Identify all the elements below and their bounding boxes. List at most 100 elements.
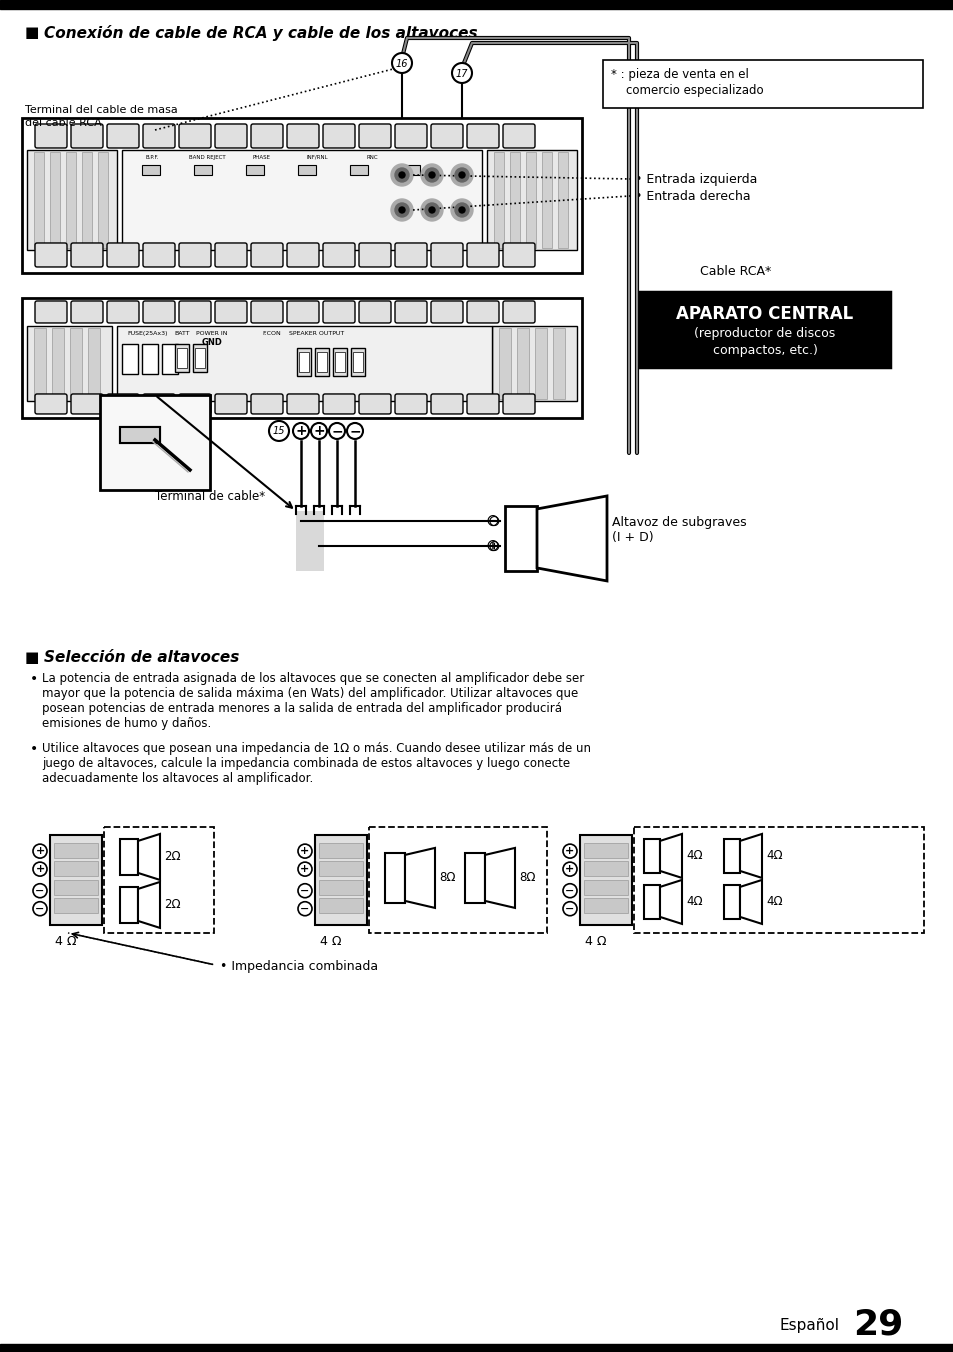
FancyBboxPatch shape xyxy=(143,243,174,266)
Bar xyxy=(498,329,511,399)
FancyBboxPatch shape xyxy=(71,393,103,414)
Circle shape xyxy=(451,164,473,187)
Bar xyxy=(297,165,315,174)
Text: ⊖: ⊖ xyxy=(484,512,498,530)
Bar xyxy=(316,352,327,372)
Bar xyxy=(510,151,519,247)
Text: Español: Español xyxy=(780,1318,840,1333)
Bar xyxy=(34,151,44,247)
FancyBboxPatch shape xyxy=(179,124,211,147)
Text: * : pieza de venta en el: * : pieza de venta en el xyxy=(610,68,748,81)
Bar xyxy=(52,329,64,399)
Text: Altavoz de subgraves: Altavoz de subgraves xyxy=(612,516,746,529)
FancyBboxPatch shape xyxy=(323,124,355,147)
Bar xyxy=(98,151,108,247)
Circle shape xyxy=(424,203,438,216)
Text: 4 Ω: 4 Ω xyxy=(55,936,76,948)
Bar xyxy=(318,880,363,895)
Text: −: − xyxy=(35,903,45,914)
Text: ⊖: ⊖ xyxy=(487,514,499,529)
Bar xyxy=(193,165,212,174)
Text: +: + xyxy=(35,846,45,856)
FancyBboxPatch shape xyxy=(214,393,247,414)
Circle shape xyxy=(347,423,363,439)
Circle shape xyxy=(293,423,309,439)
FancyBboxPatch shape xyxy=(251,301,283,323)
Text: La potencia de entrada asignada de los altavoces que se conecten al amplificador: La potencia de entrada asignada de los a… xyxy=(42,672,583,685)
FancyBboxPatch shape xyxy=(251,393,283,414)
Bar xyxy=(122,343,138,375)
Text: 16: 16 xyxy=(395,59,408,69)
Text: SPEAKER OUTPUT: SPEAKER OUTPUT xyxy=(289,331,344,335)
Text: 29: 29 xyxy=(852,1307,902,1343)
Bar xyxy=(517,329,529,399)
Polygon shape xyxy=(405,848,435,909)
Bar xyxy=(34,329,46,399)
FancyBboxPatch shape xyxy=(214,301,247,323)
Text: mayor que la potencia de salida máxima (en Wats) del amplificador. Utilizar alta: mayor que la potencia de salida máxima (… xyxy=(42,687,578,700)
Text: 4Ω: 4Ω xyxy=(685,895,702,909)
Bar xyxy=(318,861,363,876)
FancyBboxPatch shape xyxy=(214,243,247,266)
FancyBboxPatch shape xyxy=(35,124,67,147)
Circle shape xyxy=(458,207,464,214)
Bar xyxy=(525,151,536,247)
Polygon shape xyxy=(138,882,160,927)
Circle shape xyxy=(398,207,405,214)
Text: −: − xyxy=(565,903,574,914)
FancyBboxPatch shape xyxy=(143,301,174,323)
Bar xyxy=(27,326,112,402)
FancyBboxPatch shape xyxy=(431,124,462,147)
Bar xyxy=(486,150,577,250)
Bar xyxy=(122,150,481,250)
Text: GND: GND xyxy=(201,338,222,347)
Bar xyxy=(120,887,138,923)
Text: 2Ω: 2Ω xyxy=(164,899,180,911)
Circle shape xyxy=(458,172,464,178)
Bar xyxy=(70,329,82,399)
Bar xyxy=(54,842,98,859)
FancyBboxPatch shape xyxy=(107,301,139,323)
FancyBboxPatch shape xyxy=(35,243,67,266)
Text: 4 Ω: 4 Ω xyxy=(319,936,341,948)
FancyBboxPatch shape xyxy=(323,243,355,266)
Text: posean potencias de entrada menores a la salida de entrada del amplificador prod: posean potencias de entrada menores a la… xyxy=(42,702,561,715)
Text: 4Ω: 4Ω xyxy=(765,849,781,863)
Bar xyxy=(553,329,564,399)
Circle shape xyxy=(424,168,438,183)
Text: Utilice altavoces que posean una impedancia de 1Ω o más. Cuando desee utilizar m: Utilice altavoces que posean una impedan… xyxy=(42,742,590,754)
Bar xyxy=(88,329,100,399)
Bar xyxy=(643,840,659,873)
Circle shape xyxy=(297,863,312,876)
FancyBboxPatch shape xyxy=(467,301,498,323)
Text: • Entrada derecha: • Entrada derecha xyxy=(635,191,750,203)
Circle shape xyxy=(33,863,47,876)
Bar xyxy=(295,511,324,571)
Bar xyxy=(246,165,264,174)
Text: APARATO CENTRAL: APARATO CENTRAL xyxy=(676,306,853,323)
Text: −: − xyxy=(565,886,574,896)
Text: Conexión de cable de RCA y cable de los altavoces: Conexión de cable de RCA y cable de los … xyxy=(44,24,477,41)
Bar xyxy=(583,842,627,859)
FancyBboxPatch shape xyxy=(323,301,355,323)
Circle shape xyxy=(329,423,345,439)
Bar xyxy=(142,343,158,375)
Text: adecuadamente los altavoces al amplificador.: adecuadamente los altavoces al amplifica… xyxy=(42,772,313,786)
Bar xyxy=(174,343,189,372)
Circle shape xyxy=(395,168,409,183)
Circle shape xyxy=(311,423,327,439)
Bar xyxy=(50,151,60,247)
FancyBboxPatch shape xyxy=(502,243,535,266)
Polygon shape xyxy=(740,880,761,923)
Bar xyxy=(350,165,368,174)
FancyBboxPatch shape xyxy=(143,124,174,147)
Polygon shape xyxy=(659,834,681,877)
Text: Terminal de cable*: Terminal de cable* xyxy=(154,489,265,503)
FancyBboxPatch shape xyxy=(179,393,211,414)
Text: +: + xyxy=(565,846,574,856)
FancyBboxPatch shape xyxy=(107,124,139,147)
Circle shape xyxy=(33,902,47,915)
Circle shape xyxy=(297,844,312,859)
FancyBboxPatch shape xyxy=(251,243,283,266)
Text: emisiones de humo y daños.: emisiones de humo y daños. xyxy=(42,717,211,730)
